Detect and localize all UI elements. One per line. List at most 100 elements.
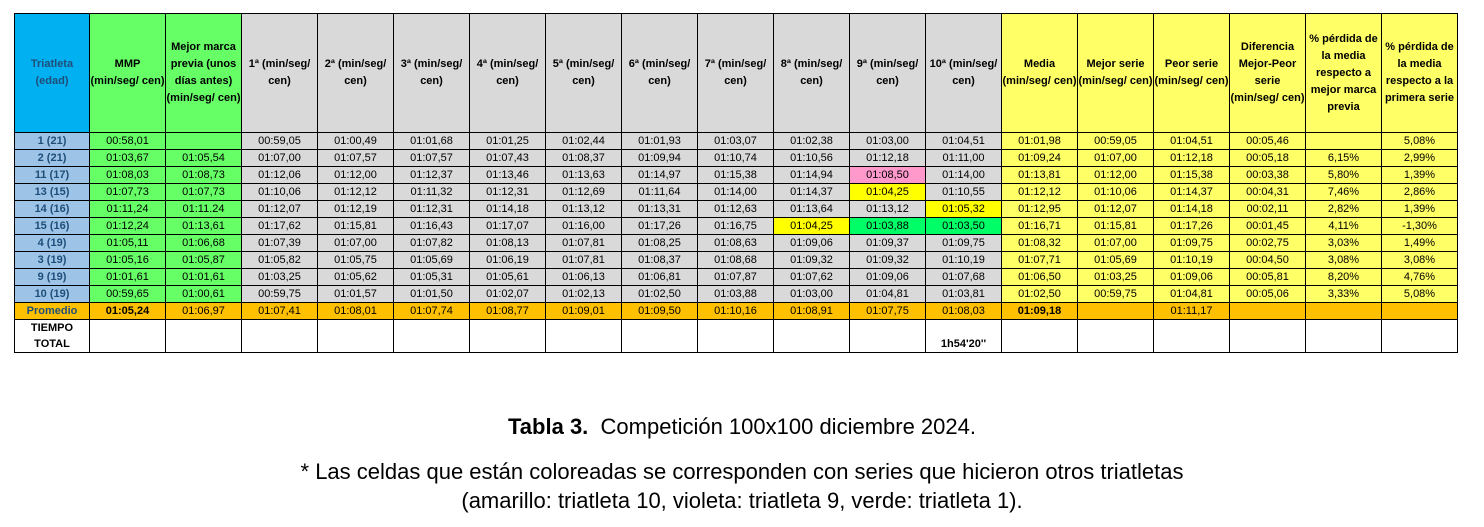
table-row: 14 (16) 01:11,24 01:11.24 01:12,07 01:12,19 0…	[14, 200, 1458, 218]
header-perdida-mejor-marca: % pérdida de la media respecto a mejor m…	[1305, 13, 1382, 133]
header-serie-1: 1ª (min/seg/ cen)	[241, 13, 318, 133]
header-row: Triatleta (edad) MMP (min/seg/ cen) Mejo…	[14, 13, 1458, 133]
table-cell: 3,03%	[1305, 234, 1382, 252]
table-cell: 01:10,56	[773, 149, 850, 167]
table-cell: 01:12,24	[89, 217, 166, 235]
table-cell: 00:05,06	[1229, 285, 1306, 303]
table-cell: 01:07,62	[773, 268, 850, 286]
table-cell: 01:12,12	[317, 183, 394, 201]
tiempo-total-label: TIEMPO TOTAL	[14, 319, 90, 353]
header-serie-7: 7ª (min/seg/ cen)	[697, 13, 774, 133]
note-line-2: (amarillo: triatleta 10, violeta: triatl…	[461, 488, 1023, 513]
table-cell: 00:02,11	[1229, 200, 1306, 218]
table-cell: 01:11,00	[925, 149, 1002, 167]
promedio-cell: 01:10,16	[697, 302, 774, 320]
table-cell: 01:03,25	[1077, 268, 1154, 286]
empty-cell	[317, 319, 394, 353]
table-cell: 01:03,00	[773, 285, 850, 303]
table-cell: 01:10,74	[697, 149, 774, 167]
promedio-cell: 01:05,24	[89, 302, 166, 320]
table-cell: 01:08,32	[1001, 234, 1078, 252]
table-cell: 01:14,18	[1153, 200, 1230, 218]
promedio-cell: 01:06,97	[165, 302, 242, 320]
table-cell: 01:10,19	[925, 251, 1002, 269]
header-mmp: MMP (min/seg/ cen)	[89, 13, 166, 133]
table-cell: 00:59,75	[1077, 285, 1154, 303]
table-cell: 01:11,64	[621, 183, 698, 201]
table-cell: 01:12,63	[697, 200, 774, 218]
promedio-label: Promedio	[14, 302, 90, 320]
table-cell: 01:04,25	[849, 183, 926, 201]
table-cell: 01:14,00	[697, 183, 774, 201]
table-cell: 01:14,18	[469, 200, 546, 218]
table-cell: 8,20%	[1305, 268, 1382, 286]
table-cell: 01:07,57	[393, 149, 470, 167]
table-cell: 01:02,44	[545, 132, 622, 150]
table-cell: 01:02,50	[621, 285, 698, 303]
table-cell: 01:15,38	[1153, 166, 1230, 184]
table-cell: 01:09,75	[1153, 234, 1230, 252]
table-cell: 2,99%	[1381, 149, 1458, 167]
table-cell: 01:07,81	[545, 251, 622, 269]
header-serie-8: 8ª (min/seg/ cen)	[773, 13, 850, 133]
table-cell: 01:09,06	[849, 268, 926, 286]
table-cell: 01:16,71	[1001, 217, 1078, 235]
promedio-cell	[1229, 302, 1306, 320]
table-cell: 01:04,51	[1153, 132, 1230, 150]
table-cell: 00:01,45	[1229, 217, 1306, 235]
table-cell: 01:03,81	[925, 285, 1002, 303]
athlete-label: 15 (16)	[14, 217, 90, 235]
table-cell: 01:03,67	[89, 149, 166, 167]
table-cell: 01:05,69	[1077, 251, 1154, 269]
table-cell: 00:05,18	[1229, 149, 1306, 167]
header-diferencia: Diferencia Mejor-Peor serie (min/seg/ ce…	[1229, 13, 1306, 133]
table-cell: 00:59,05	[241, 132, 318, 150]
table-cell: 01:00,49	[317, 132, 394, 150]
table-cell: 4,76%	[1381, 268, 1458, 286]
table-cell: 01:04,81	[849, 285, 926, 303]
promedio-cell: 01:09,50	[621, 302, 698, 320]
promedio-cell: 01:07,74	[393, 302, 470, 320]
table-cell: 01:01,25	[469, 132, 546, 150]
table-cell: 2,86%	[1381, 183, 1458, 201]
table-cell: 01:07,00	[1077, 234, 1154, 252]
empty-cell	[1001, 319, 1078, 353]
table-cell: 01:14,94	[773, 166, 850, 184]
table-cell: 01:03,88	[697, 285, 774, 303]
table-cell: 01:02,13	[545, 285, 622, 303]
table-cell: 01:01,93	[621, 132, 698, 150]
empty-cell	[1381, 319, 1458, 353]
table-cell: 01:17,07	[469, 217, 546, 235]
table-cell: 01:15,38	[697, 166, 774, 184]
table-cell: 01:09,32	[773, 251, 850, 269]
table-cell: 01:03,25	[241, 268, 318, 286]
table-cell: 01:12,07	[1077, 200, 1154, 218]
promedio-cell: 01:09,18	[1001, 302, 1078, 320]
table-cell: 01:05,69	[393, 251, 470, 269]
table-cell: 01:01,57	[317, 285, 394, 303]
table-cell: 01:04,81	[1153, 285, 1230, 303]
table-row: 3 (19) 01:05,16 01:05,87 01:05,82 01:05,75 01…	[14, 251, 1458, 269]
table-cell: 01:12,00	[1077, 166, 1154, 184]
table-cell: 01:08,03	[89, 166, 166, 184]
table-cell: 01:05,82	[241, 251, 318, 269]
header-serie-5: 5ª (min/seg/ cen)	[545, 13, 622, 133]
table-cell: 01:06,68	[165, 234, 242, 252]
promedio-cell: 01:07,75	[849, 302, 926, 320]
empty-cell	[849, 319, 926, 353]
empty-cell	[697, 319, 774, 353]
table-row: 13 (15) 01:07,73 01:07,73 01:10,06 01:12,12 0…	[14, 183, 1458, 201]
table-row: 10 (19) 00:59,65 01:00,61 00:59,75 01:01,57 0…	[14, 285, 1458, 303]
header-media: Media (min/seg/ cen)	[1001, 13, 1078, 133]
header-serie-3: 3ª (min/seg/ cen)	[393, 13, 470, 133]
table-cell: 01:07,00	[1077, 149, 1154, 167]
table-cell: 01:12,19	[317, 200, 394, 218]
table-cell: 01:06,81	[621, 268, 698, 286]
table-cell: 01:09,94	[621, 149, 698, 167]
table-cell: -1,30%	[1381, 217, 1458, 235]
promedio-cell: 01:11,17	[1153, 302, 1230, 320]
promedio-row: Promedio 01:05,24 01:06,97 01:07,41 01:08,01…	[14, 302, 1458, 320]
empty-cell	[1153, 319, 1230, 353]
empty-cell	[773, 319, 850, 353]
header-mejor-marca-previa: Mejor marca previa (unos días antes) (mi…	[165, 13, 242, 133]
